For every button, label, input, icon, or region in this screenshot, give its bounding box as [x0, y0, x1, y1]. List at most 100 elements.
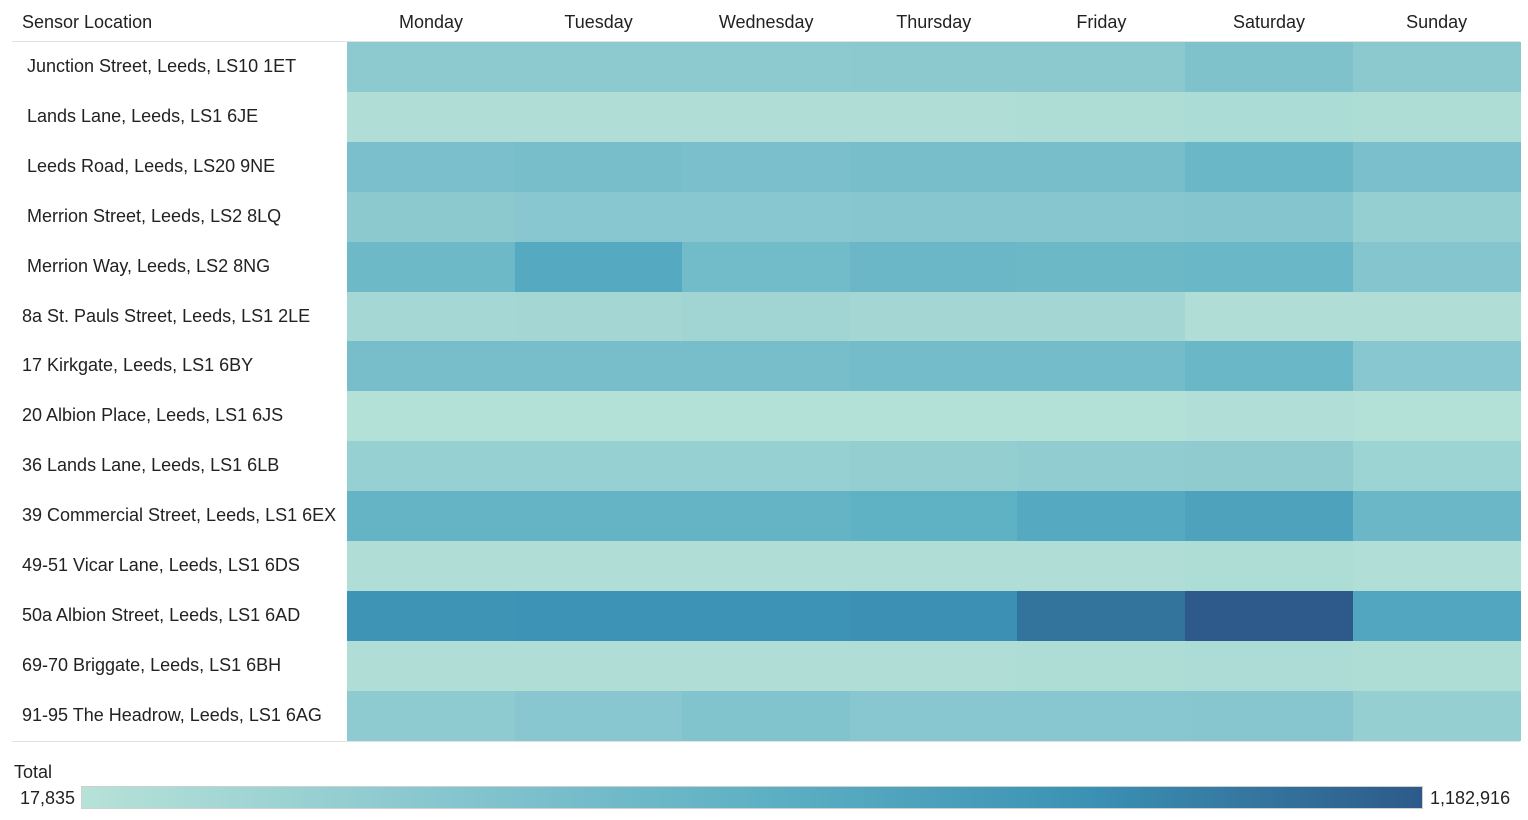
- heatmap-cell: [849, 341, 1018, 392]
- heatmap-cell: [1017, 491, 1186, 542]
- heatmap-cell: [514, 141, 683, 193]
- column-label: Saturday: [1232, 12, 1306, 32]
- heatmap-cell: [1017, 541, 1186, 592]
- heatmap-cell: [347, 291, 516, 342]
- heatmap-cell: [1352, 541, 1521, 592]
- heatmap-cell: [1352, 91, 1521, 143]
- row-label: 39 Commercial Street, Leeds, LS1 6EX: [22, 505, 337, 526]
- heatmap-cell: [1352, 141, 1521, 193]
- heatmap-cell: [1185, 391, 1354, 442]
- heatmap-cell: [347, 441, 516, 492]
- row-label: 50a Albion Street, Leeds, LS1 6AD: [22, 604, 301, 625]
- heatmap-cell: [682, 291, 851, 342]
- row-label: 17 Kirkgate, Leeds, LS1 6BY: [22, 355, 254, 376]
- heatmap-cell: [682, 191, 851, 243]
- heatmap-cell: [849, 590, 1018, 642]
- row-label: Leeds Road, Leeds, LS20 9NE: [27, 155, 276, 176]
- heatmap-cell: [682, 541, 851, 592]
- heatmap-cell: [1185, 91, 1354, 143]
- column-label: Sunday: [1406, 12, 1468, 32]
- heatmap-cell: [1185, 491, 1354, 542]
- row-label: 8a St. Pauls Street, Leeds, LS1 2LE: [22, 305, 311, 326]
- heatmap-cell: [347, 541, 516, 592]
- heatmap-cell: [849, 291, 1018, 342]
- heatmap-cell: [347, 640, 516, 692]
- heatmap-cell: [1185, 341, 1354, 392]
- column-label: Wednesday: [718, 12, 814, 32]
- heatmap-cell: [1017, 690, 1186, 742]
- heatmap-cell: [1017, 640, 1186, 692]
- heatmap-cell: [347, 141, 516, 193]
- heatmap-cell: [1185, 690, 1354, 742]
- heatmap-cell: [682, 91, 851, 143]
- bottom-divider: [12, 741, 1520, 742]
- heatmap-cell: [1352, 441, 1521, 492]
- heatmap-cell: [682, 590, 851, 642]
- row-label: 36 Lands Lane, Leeds, LS1 6LB: [22, 455, 280, 476]
- heatmap-cell: [1352, 241, 1521, 293]
- heatmap-cell: [347, 391, 516, 442]
- row-label: Merrion Street, Leeds, LS2 8LQ: [27, 205, 282, 226]
- heatmap-cell: [514, 241, 683, 293]
- heatmap-cell: [1185, 541, 1354, 592]
- heatmap-cell: [1185, 141, 1354, 193]
- heatmap-cell: [682, 640, 851, 692]
- row-label: Junction Street, Leeds, LS10 1ET: [27, 56, 297, 76]
- heatmap-cell: [514, 91, 683, 143]
- color-legend-bar: [81, 786, 1423, 809]
- heatmap-cell: [514, 341, 683, 392]
- heatmap-cell: [347, 590, 516, 642]
- heatmap-cell: [682, 491, 851, 542]
- row-label: 69-70 Briggate, Leeds, LS1 6BH: [22, 654, 282, 675]
- heatmap-cell: [514, 42, 683, 93]
- heatmap-cell: [347, 241, 516, 293]
- heatmap-cell: [849, 42, 1018, 93]
- header-divider: [12, 41, 1520, 42]
- heatmap-cell: [1185, 590, 1354, 642]
- heatmap-cell: [347, 491, 516, 542]
- heatmap-cell: [849, 640, 1018, 692]
- heatmap-cell: [514, 191, 683, 243]
- heatmap-cell: [1352, 690, 1521, 742]
- heatmap-cell: [1185, 441, 1354, 492]
- heatmap-cell: [849, 491, 1018, 542]
- column-label: Thursday: [896, 12, 972, 32]
- heatmap-cell: [347, 341, 516, 392]
- heatmap-cell: [682, 42, 851, 93]
- heatmap-cell: [682, 391, 851, 442]
- heatmap-cell: [1017, 291, 1186, 342]
- heatmap-cell: [1017, 141, 1186, 193]
- heatmap-cell: [1185, 640, 1354, 692]
- legend-title: Total: [14, 762, 53, 782]
- heatmap-cell: [1352, 42, 1521, 93]
- heatmap-cell: [849, 541, 1018, 592]
- heatmap-cell: [682, 341, 851, 392]
- heatmap-cell: [1017, 91, 1186, 143]
- heatmap-cell: [1017, 191, 1186, 243]
- heatmap-cell: [1352, 640, 1521, 692]
- heatmap-cell: [849, 391, 1018, 442]
- heatmap-cell: [849, 141, 1018, 193]
- heatmap-cell: [682, 241, 851, 293]
- column-label: Tuesday: [564, 12, 633, 32]
- heatmap-cell: [514, 690, 683, 742]
- heatmap-cell: [1185, 291, 1354, 342]
- heatmap-cell: [849, 690, 1018, 742]
- heatmap-cell: [514, 640, 683, 692]
- row-label: 49-51 Vicar Lane, Leeds, LS1 6DS: [22, 555, 300, 575]
- heatmap-cell: [514, 541, 683, 592]
- heatmap-cell: [1185, 241, 1354, 293]
- heatmap-cell: [1017, 590, 1186, 642]
- heatmap-cell: [1185, 191, 1354, 243]
- heatmap-cell: [1352, 491, 1521, 542]
- heatmap-cell: [849, 441, 1018, 492]
- heatmap-cell: [514, 391, 683, 442]
- heatmap-cell: [514, 291, 683, 342]
- row-label: Merrion Way, Leeds, LS2 8NG: [27, 255, 271, 276]
- heatmap-cell: [1352, 341, 1521, 392]
- row-header-label: Sensor Location: [22, 12, 153, 32]
- heatmap-cell: [682, 441, 851, 492]
- heatmap-cell: [347, 191, 516, 243]
- heatmap-cell: [849, 191, 1018, 243]
